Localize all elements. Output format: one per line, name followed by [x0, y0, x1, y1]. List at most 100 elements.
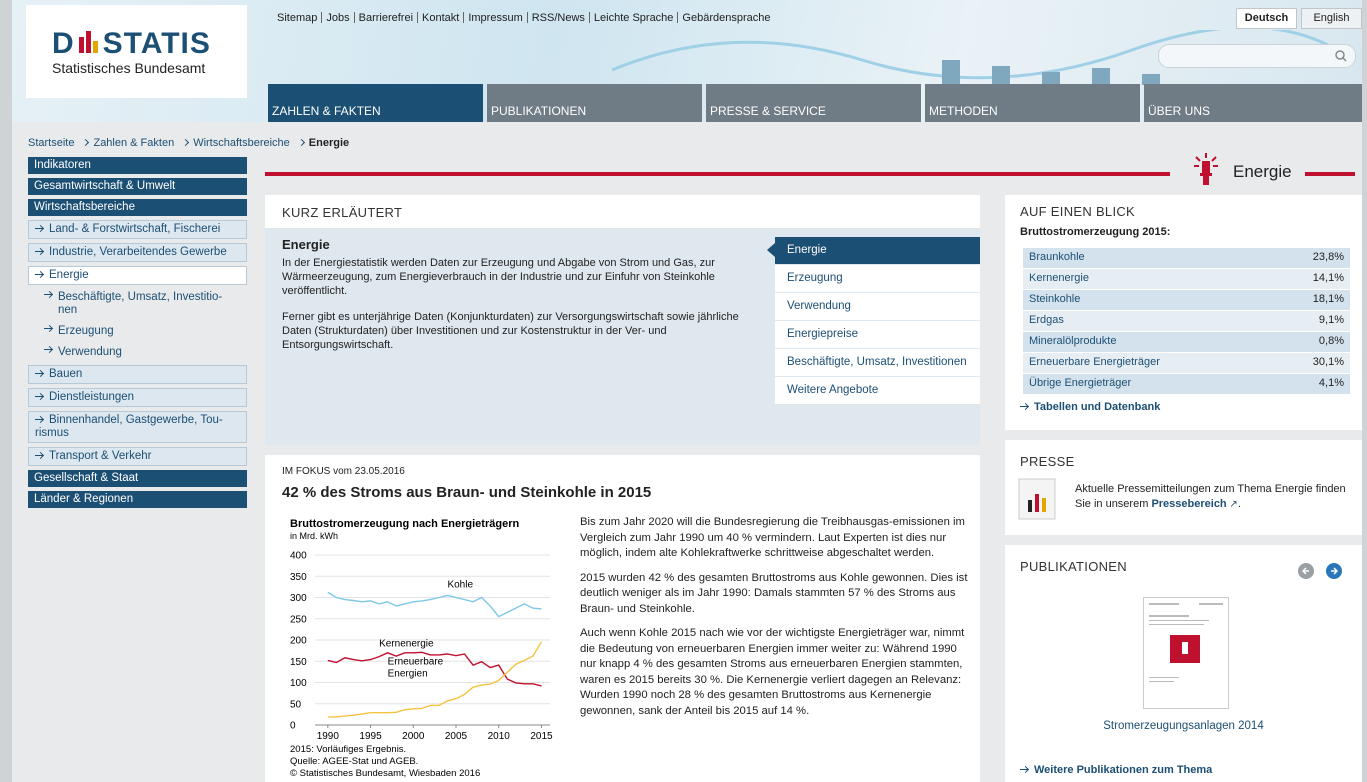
breadcrumb-item[interactable]: Wirtschaftsbereiche: [193, 137, 290, 149]
presse-link[interactable]: Pressebereich: [1151, 498, 1226, 510]
sidebar-label[interactable]: Indikatoren: [34, 159, 91, 171]
sidebar-link[interactable]: Verwendung: [28, 344, 247, 361]
sidebar-label[interactable]: Gesamtwirtschaft & Umwelt: [34, 180, 175, 192]
y-tick-label: 0: [290, 721, 296, 732]
nav-tab[interactable]: METHODEN: [925, 84, 1140, 122]
service-link[interactable]: Sitemap: [277, 12, 317, 24]
sidebar-section[interactable]: Länder & Regionen: [28, 491, 247, 508]
sidebar-link[interactable]: Erzeugung: [28, 323, 247, 340]
arrow-icon: [35, 225, 44, 233]
nav-tab-label[interactable]: ZAHLEN & FAKTEN: [272, 104, 381, 118]
sidebar-link[interactable]: Energie: [28, 266, 247, 285]
sidebar-section[interactable]: Gesamtwirtschaft & Umwelt: [28, 178, 247, 195]
sidebar-label[interactable]: Transport & Verkehr: [49, 450, 151, 462]
kurz-link-text[interactable]: Energie: [787, 244, 827, 256]
table-cell-value: 30,1%: [1313, 356, 1344, 370]
separator: [463, 12, 464, 23]
service-link[interactable]: RSS/News: [532, 12, 585, 24]
service-link[interactable]: Impressum: [468, 12, 522, 24]
sidebar-link[interactable]: Beschäftigte, Umsatz, Investitio-nen: [28, 289, 247, 319]
sidebar-label[interactable]: Verwendung: [58, 346, 122, 359]
blick-link-text[interactable]: Tabellen und Datenbank: [1034, 401, 1160, 413]
kurz-link[interactable]: Weitere Angebote: [775, 377, 980, 405]
breadcrumb: Startseite Zahlen & Fakten Wirtschaftsbere…: [28, 137, 349, 149]
breadcrumb-item[interactable]: Zahlen & Fakten: [93, 137, 174, 149]
nav-tab[interactable]: ÜBER UNS: [1144, 84, 1362, 122]
kurz-link-text[interactable]: Erzeugung: [787, 272, 843, 284]
table-cell-value: 14,1%: [1313, 272, 1344, 286]
blick-table: Braunkohle23,8%Kernenergie14,1%Steinkohl…: [1023, 248, 1350, 395]
kurz-link[interactable]: Energiepreise: [775, 321, 980, 349]
kurz-link[interactable]: Energie: [775, 237, 980, 265]
carousel-arrows[interactable]: [1295, 562, 1345, 582]
sidebar-link[interactable]: Bauen: [28, 365, 247, 384]
search-icon[interactable]: [1335, 50, 1347, 62]
service-link[interactable]: Jobs: [326, 12, 349, 24]
language-switch: DeutschEnglish: [1236, 8, 1362, 29]
sidebar-label[interactable]: Dienstleistungen: [49, 391, 134, 403]
sidebar-label[interactable]: Land- & Forstwirtschaft, Fischerei: [49, 223, 220, 235]
service-link[interactable]: Barrierefrei: [359, 12, 413, 24]
sidebar-label[interactable]: Gesellschaft & Staat: [34, 472, 138, 484]
nav-tab-label[interactable]: PUBLIKATIONEN: [491, 104, 586, 118]
blick-link[interactable]: Tabellen und Datenbank: [1020, 401, 1160, 413]
table-cell-name: Erneuerbare Energieträger: [1029, 356, 1160, 370]
chart-note: Quelle: AGEE-Stat und AGEB.: [290, 756, 418, 767]
sidebar-section[interactable]: Gesellschaft & Staat: [28, 470, 247, 487]
nav-tab-label[interactable]: ÜBER UNS: [1148, 104, 1210, 118]
service-link[interactable]: Kontakt: [422, 12, 459, 24]
service-link[interactable]: Leichte Sprache: [594, 12, 674, 24]
language-button[interactable]: Deutsch: [1236, 8, 1297, 29]
sidebar-link[interactable]: Binnenhandel, Gastgewerbe, Tou-rismus: [28, 411, 247, 443]
y-tick-label: 350: [290, 572, 307, 583]
sidebar-section[interactable]: Wirtschaftsbereiche: [28, 199, 247, 216]
sidebar-label[interactable]: Wirtschaftsbereiche: [34, 201, 135, 213]
publication-title[interactable]: Stromerzeugungsanlagen 2014: [1005, 720, 1362, 732]
sidebar-link[interactable]: Dienstleistungen: [28, 388, 247, 407]
nav-tab[interactable]: PUBLIKATIONEN: [487, 84, 702, 122]
blick-subheading: Bruttostromerzeugung 2015:: [1020, 226, 1170, 238]
chart-note: © Statistisches Bundesamt, Wiesbaden 201…: [290, 768, 480, 779]
kurz-link-text[interactable]: Beschäftigte, Umsatz, Investitionen: [787, 356, 967, 368]
sidebar-label[interactable]: Binnenhandel, Gastgewerbe, Tou-rismus: [35, 414, 223, 439]
service-link[interactable]: Gebärdensprache: [682, 12, 770, 24]
sidebar-label[interactable]: Bauen: [49, 368, 82, 380]
chart-note: 2015: Vorläufiges Ergebnis.: [290, 744, 406, 755]
publication-cover[interactable]: [1143, 597, 1229, 709]
kurz-link[interactable]: Erzeugung: [775, 265, 980, 293]
fokus-title: 42 % des Stroms aus Braun- und Steinkohl…: [282, 484, 651, 501]
nav-tab-label[interactable]: METHODEN: [929, 104, 998, 118]
arrow-icon: [35, 248, 44, 256]
presse-panel: PRESSE Aktuelle Pressemitteilungen zum T…: [1005, 440, 1362, 535]
sidebar-label[interactable]: Energie: [49, 269, 89, 281]
sidebar-label[interactable]: Länder & Regionen: [34, 493, 133, 505]
page-title: Energie: [1233, 162, 1292, 182]
kurz-link[interactable]: Beschäftigte, Umsatz, Investitionen: [775, 349, 980, 377]
publikationen-link-text[interactable]: Weitere Publikationen zum Thema: [1034, 764, 1212, 776]
kurz-link[interactable]: Verwendung: [775, 293, 980, 321]
kurz-link-text[interactable]: Energiepreise: [787, 328, 858, 340]
kurz-link-text[interactable]: Verwendung: [787, 300, 851, 312]
sidebar-link[interactable]: Industrie, Verarbeitendes Gewerbe: [28, 243, 247, 262]
sidebar-link[interactable]: Land- & Forstwirtschaft, Fischerei: [28, 220, 247, 239]
sidebar-label[interactable]: Industrie, Verarbeitendes Gewerbe: [49, 246, 227, 258]
paragraph: Bis zum Jahr 2020 will die Bundesregieru…: [580, 515, 970, 562]
arrow-icon: [35, 271, 44, 279]
search-box[interactable]: [1158, 44, 1356, 68]
arrow-icon: [35, 370, 44, 378]
nav-tab-label[interactable]: PRESSE & SERVICE: [710, 104, 826, 118]
sidebar-link[interactable]: Transport & Verkehr: [28, 447, 247, 466]
kurz-link-text[interactable]: Weitere Angebote: [787, 384, 878, 396]
language-button[interactable]: English: [1301, 8, 1362, 29]
nav-tab[interactable]: ZAHLEN & FAKTEN: [268, 84, 483, 122]
nav-tab[interactable]: PRESSE & SERVICE: [706, 84, 921, 122]
sidebar-section[interactable]: Indikatoren: [28, 157, 247, 174]
separator: [354, 12, 355, 23]
sidebar-label[interactable]: Beschäftigte, Umsatz, Investitio-nen: [58, 291, 241, 317]
publikationen-link[interactable]: Weitere Publikationen zum Thema: [1020, 764, 1212, 776]
breadcrumb-item[interactable]: Startseite: [28, 137, 74, 149]
table-cell-value: 9,1%: [1319, 314, 1344, 328]
sidebar-label[interactable]: Erzeugung: [58, 325, 114, 338]
